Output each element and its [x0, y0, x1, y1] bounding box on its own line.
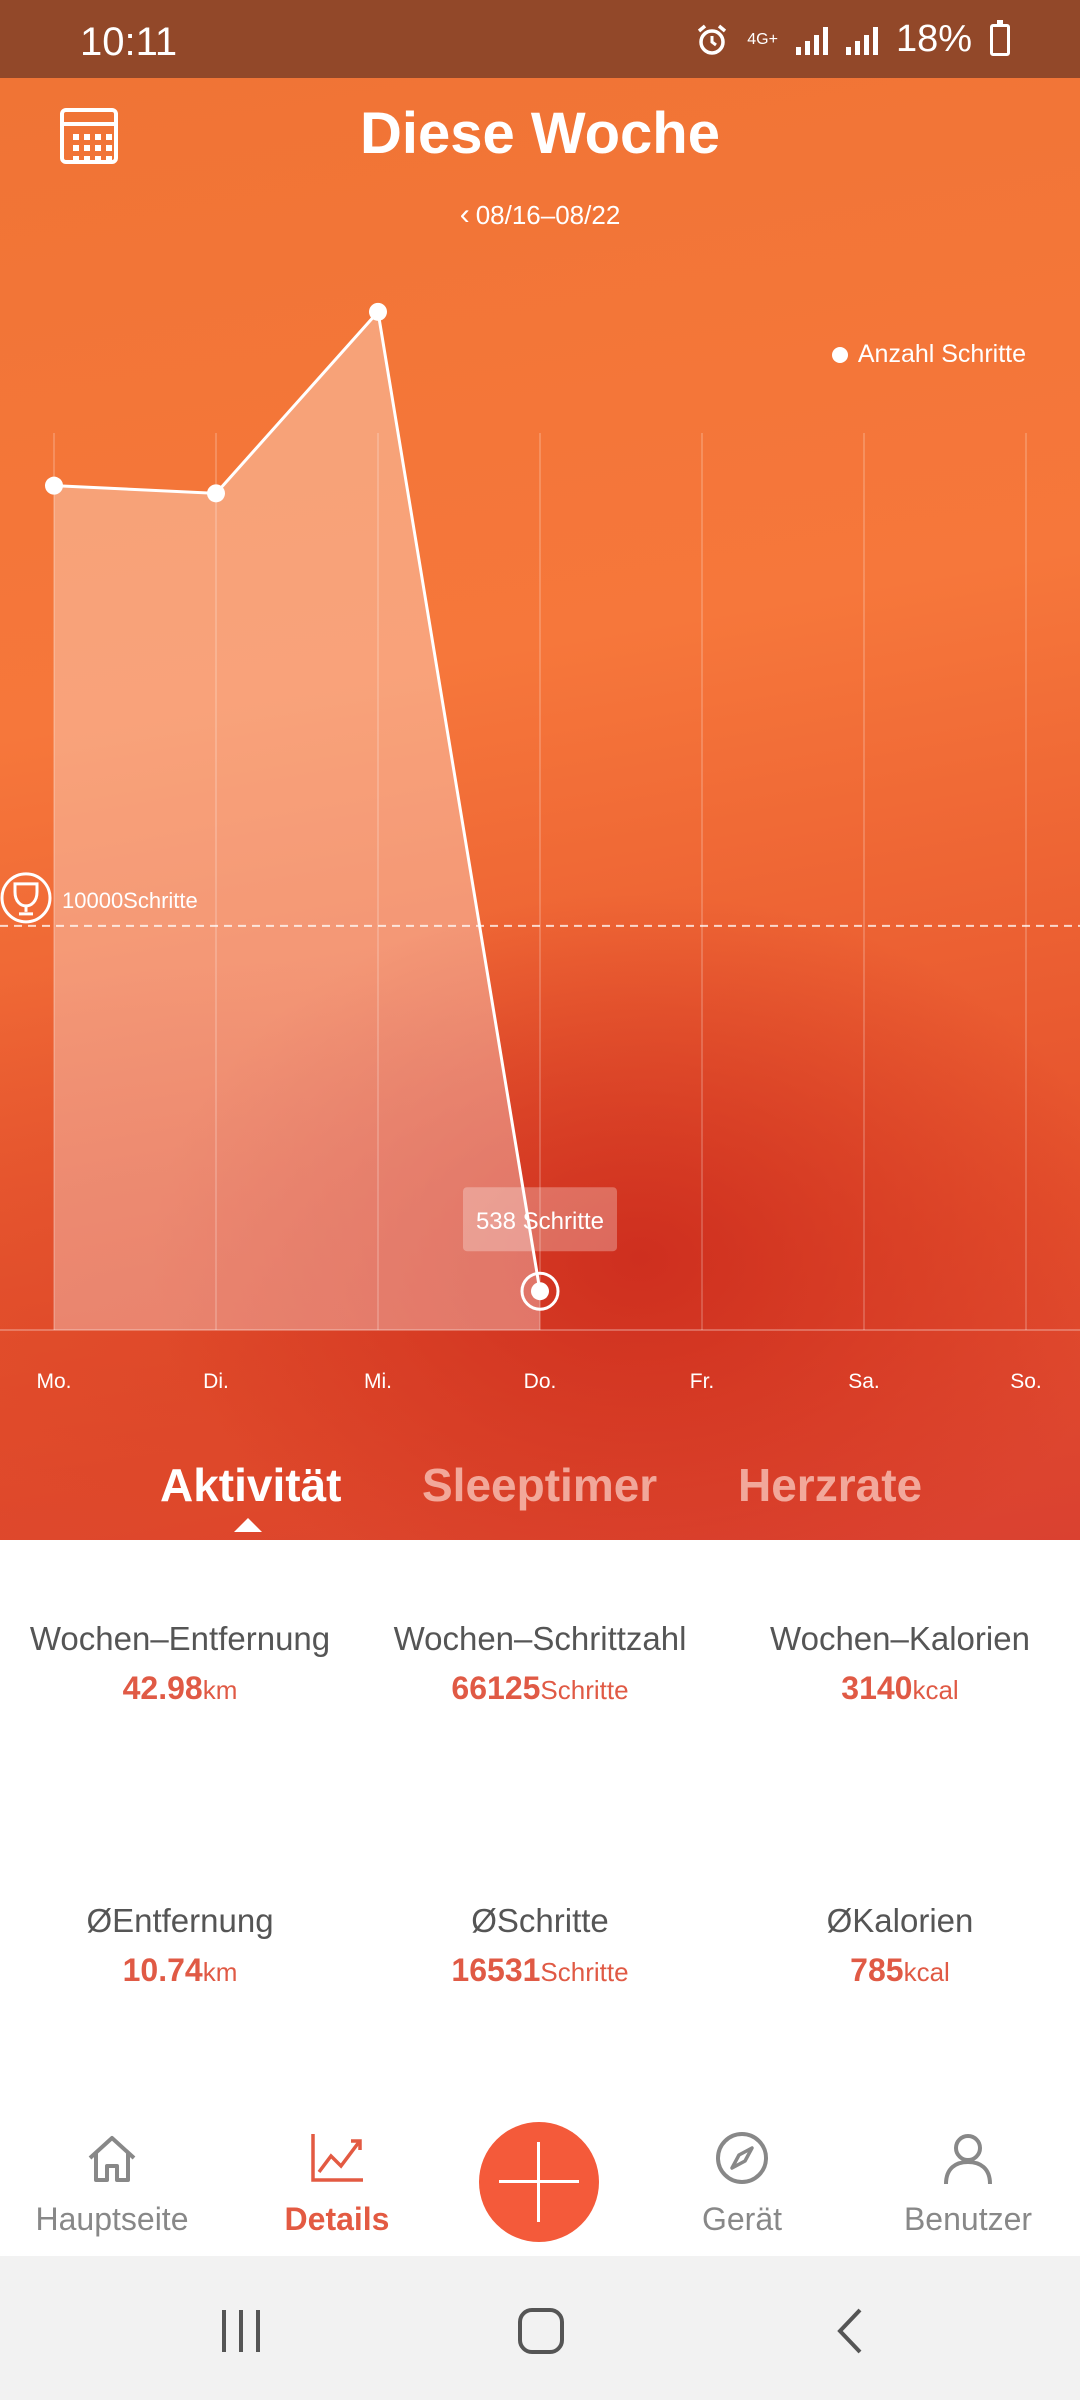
tab-heartrate[interactable]: Herzrate [738, 1459, 923, 1511]
nav-device[interactable]: Gerät [632, 2128, 852, 2238]
signal-icon [795, 25, 828, 55]
recent-apps-icon[interactable] [216, 2306, 266, 2356]
date-range-label: 08/16–08/22 [475, 200, 621, 230]
x-tick-label: Sa. [848, 1370, 880, 1393]
tab-activity[interactable]: Aktivität [160, 1459, 342, 1511]
stat-avg-calories: ØKalorien 785kcal [826, 1902, 974, 1988]
status-time: 10:11 [80, 20, 178, 64]
signal-icon-2 [845, 25, 878, 55]
selected-point-ring [520, 1271, 560, 1311]
page-title: Diese Woche [360, 101, 720, 166]
nav-user[interactable]: Benutzer [858, 2128, 1078, 2238]
series-line [53, 308, 542, 1292]
legend-dot [831, 346, 848, 363]
tooltip-box [463, 1187, 617, 1252]
x-tick-label: Di. [203, 1370, 229, 1393]
data-point [369, 302, 387, 321]
chevron-left-icon[interactable]: ‹ [459, 198, 470, 231]
home-button-icon[interactable] [516, 2306, 566, 2356]
tab-sleeptimer[interactable]: Sleeptimer [422, 1459, 658, 1511]
stat-avg-steps: ØSchritte 16531Schritte [451, 1902, 629, 1988]
alarm-icon [698, 24, 727, 55]
network-type: 4G+ [747, 30, 778, 48]
tooltip-label: 538 Schritte [476, 1208, 604, 1235]
nav-details[interactable]: Details [227, 2128, 447, 2238]
weekly-chart-section: Diese Woche ‹ 08/16–08/22 Anzahl Schritte… [0, 78, 1080, 1540]
stat-weekly-calories: Wochen–Kalorien 3140kcal [770, 1620, 1030, 1706]
legend-label: Anzahl Schritte [857, 340, 1026, 368]
add-button[interactable] [479, 2122, 599, 2242]
compass-icon [716, 2132, 768, 2184]
battery-icon [990, 19, 1010, 56]
stat-weekly-steps: Wochen–Schrittzahl 66125Schritte [393, 1620, 687, 1706]
goal-label: 10000Schritte [62, 888, 198, 913]
home-icon [88, 2136, 136, 2182]
chart-legend: Anzahl Schritte [831, 340, 1026, 369]
data-point [531, 1282, 549, 1301]
user-icon [944, 2134, 992, 2185]
chart-line-icon [311, 2134, 363, 2182]
status-icons: 4G+ 18% [695, 18, 1010, 61]
x-tick-label: Mo. [36, 1370, 71, 1393]
battery-percent: 18% [895, 18, 972, 60]
calendar-icon[interactable] [60, 108, 118, 164]
active-tab-indicator [234, 1518, 262, 1532]
series-area [54, 311, 540, 1330]
stat-weekly-distance: Wochen–Entfernung 42.98km [29, 1620, 331, 1706]
metric-tabs: Aktivität Sleeptimer Herzrate [0, 1458, 1080, 1540]
steps-chart[interactable]: 10000Schritte 538 Schritte Mo. Di. Mi. Do. Fr.… [0, 78, 1080, 1540]
status-bar: 10:11 4G+ 18% [0, 0, 1080, 78]
system-navigation [0, 2256, 1080, 2400]
stats-grid: Wochen–Entfernung 42.98km Wochen–Schritt… [0, 1540, 1080, 2100]
trophy-icon [0, 872, 52, 924]
bottom-navigation: Hauptseite Details Gerät Benutzer [0, 2100, 1080, 2256]
nav-home[interactable]: Hauptseite [2, 2128, 222, 2238]
x-tick-label: So. [1010, 1370, 1042, 1393]
x-tick-label: Fr. [690, 1370, 715, 1393]
data-point [207, 484, 225, 503]
data-point [45, 476, 63, 495]
x-tick-label: Mi. [364, 1370, 392, 1393]
x-tick-label: Do. [524, 1370, 557, 1393]
date-range-selector[interactable]: ‹ 08/16–08/22 [0, 198, 1080, 232]
stat-avg-distance: ØEntfernung 10.74km [86, 1902, 274, 1988]
back-icon[interactable] [826, 2306, 876, 2356]
